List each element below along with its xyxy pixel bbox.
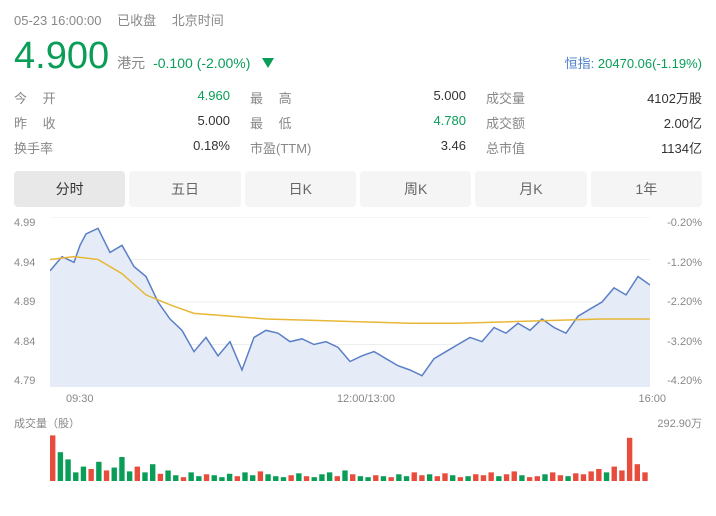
stat-open-label: 今 开 — [14, 88, 62, 107]
price-change: -0.100 (-2.00%) — [153, 55, 250, 71]
x-tick: 12:00/13:00 — [337, 393, 395, 405]
volume-section: 成交量（股） 292.90万 — [14, 415, 702, 481]
stat-prev: 5.000 — [197, 113, 230, 132]
y-axis-right: -0.20%-1.20%-2.20%-3.20%-4.20% — [652, 217, 702, 387]
stat-low-label: 最 低 — [250, 113, 298, 132]
stat-vol: 4102万股 — [647, 88, 702, 107]
arrow-down-icon — [262, 58, 274, 68]
tab-分时[interactable]: 分时 — [14, 171, 125, 207]
stats-grid: 今 开 4.960 最 高 5.000 成交量 4102万股 昨 收 5.000 最 低… — [14, 88, 702, 157]
stat-open: 4.960 — [197, 88, 230, 107]
change-abs: -0.100 — [153, 55, 193, 71]
stat-amt: 2.00亿 — [664, 113, 702, 132]
currency-label: 港元 — [117, 53, 145, 73]
x-axis: 09:30 12:00/13:00 16:00 — [14, 391, 702, 415]
stat-low: 4.780 — [433, 113, 466, 132]
stat-mcap-label: 总市值 — [486, 138, 525, 157]
index-info[interactable]: 恒指: 20470.06(-1.19%) — [565, 53, 702, 72]
volume-label: 成交量（股） — [14, 415, 80, 431]
stat-mcap: 1134亿 — [661, 138, 702, 157]
stat-pe: 3.46 — [441, 138, 466, 157]
index-value: 20470.06(-1.19%) — [598, 56, 702, 71]
stat-turn-label: 换手率 — [14, 138, 53, 157]
stat-turn: 0.18% — [193, 138, 230, 157]
timeframe-tabs: 分时五日日K周K月K1年 — [14, 171, 702, 207]
datetime: 05-23 16:00:00 — [14, 13, 101, 28]
main-price: 4.900 — [14, 35, 109, 78]
tab-月K[interactable]: 月K — [475, 171, 586, 207]
volume-max: 292.90万 — [657, 415, 702, 431]
chart-plot — [50, 217, 650, 387]
x-tick: 09:30 — [66, 393, 94, 405]
tab-日K[interactable]: 日K — [245, 171, 356, 207]
stat-pe-label: 市盈(TTM) — [250, 138, 311, 157]
stat-vol-label: 成交量 — [486, 88, 525, 107]
timezone: 北京时间 — [172, 13, 224, 28]
y-axis-left: 4.994.944.894.844.79 — [14, 217, 48, 387]
change-pct: (-2.00%) — [197, 55, 251, 71]
x-tick: 16:00 — [638, 393, 666, 405]
header-line: 05-23 16:00:00 已收盘 北京时间 — [14, 10, 702, 29]
tab-周K[interactable]: 周K — [360, 171, 471, 207]
tab-1年[interactable]: 1年 — [591, 171, 702, 207]
index-label: 恒指: — [565, 56, 595, 71]
market-status: 已收盘 — [117, 13, 156, 28]
stat-prev-label: 昨 收 — [14, 113, 62, 132]
tab-五日[interactable]: 五日 — [129, 171, 240, 207]
stat-amt-label: 成交额 — [486, 113, 525, 132]
volume-chart[interactable] — [50, 433, 650, 481]
stat-high: 5.000 — [433, 88, 466, 107]
stat-high-label: 最 高 — [250, 88, 298, 107]
price-block: 4.900 港元 -0.100 (-2.00%) — [14, 35, 274, 78]
price-chart[interactable]: 4.994.944.894.844.79 -0.20%-1.20%-2.20%-… — [14, 217, 702, 387]
